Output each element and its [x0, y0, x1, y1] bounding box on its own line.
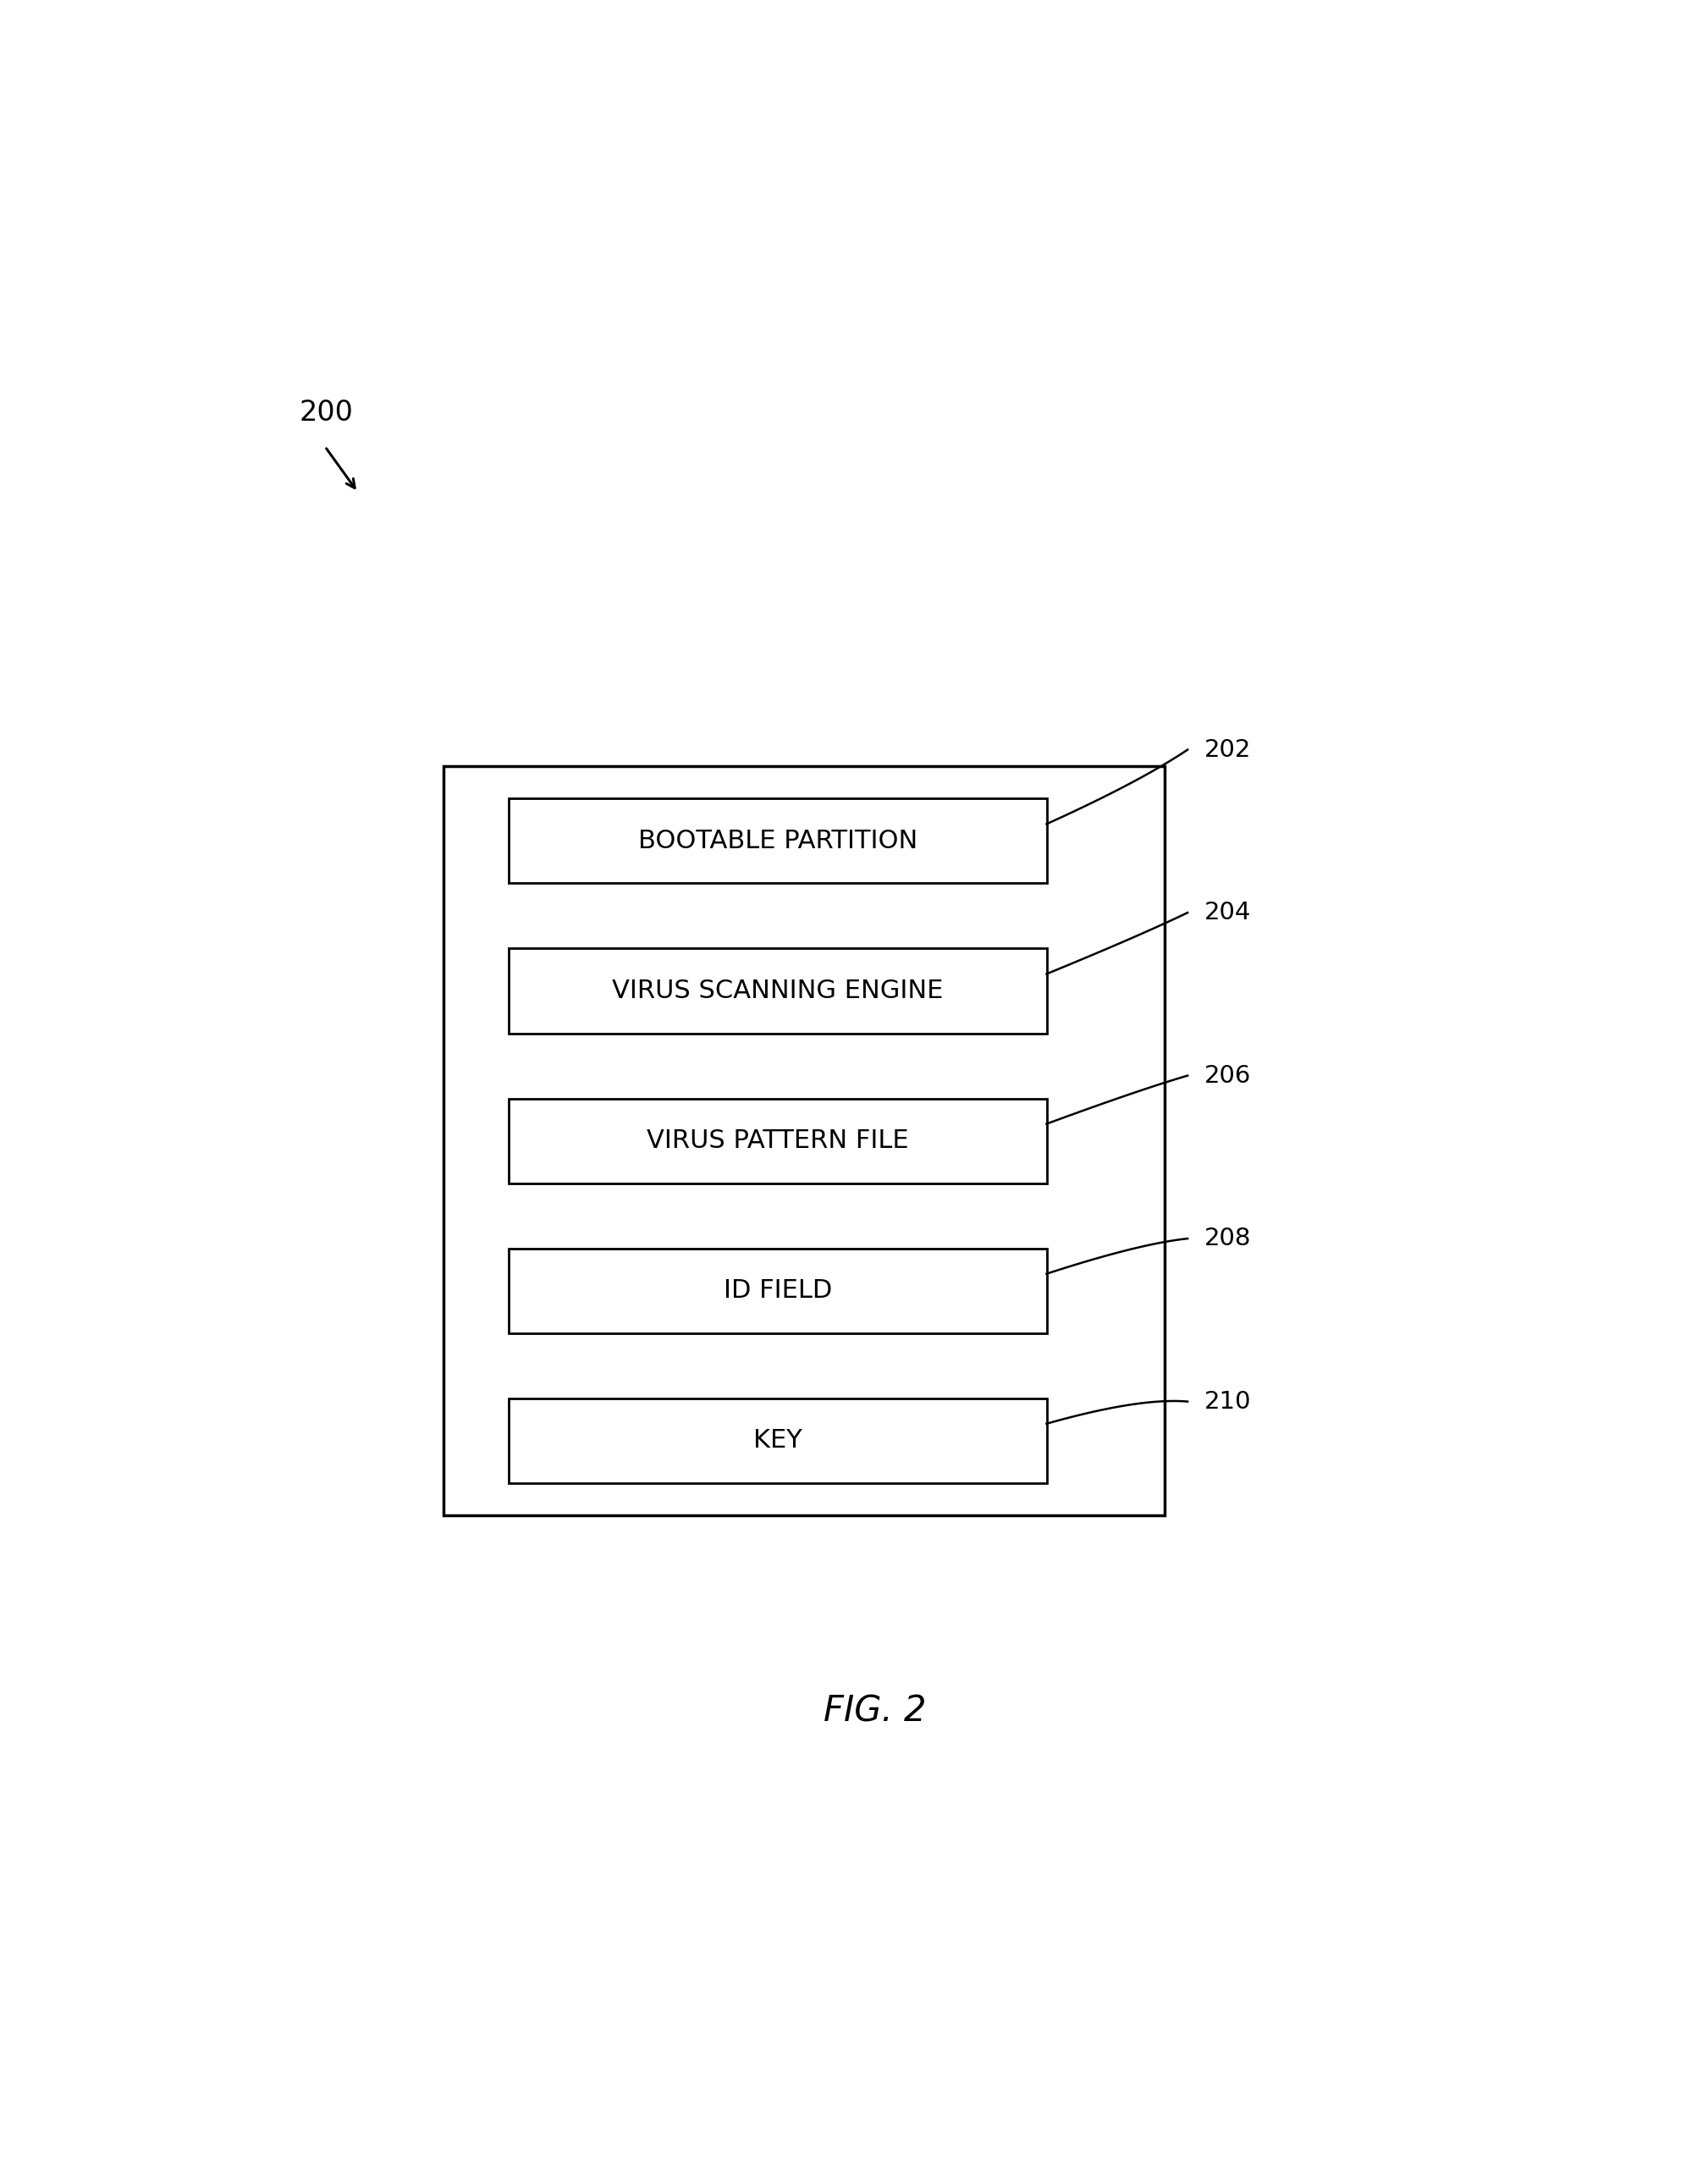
Bar: [442, 767, 1165, 1517]
Text: ID FIELD: ID FIELD: [724, 1279, 832, 1303]
Text: 206: 206: [1204, 1063, 1250, 1087]
Bar: [509, 1249, 1047, 1334]
Text: BOOTABLE PARTITION: BOOTABLE PARTITION: [637, 828, 917, 854]
Bar: [509, 1098, 1047, 1183]
Text: FIG. 2: FIG. 2: [823, 1693, 927, 1728]
Text: VIRUS PATTERN FILE: VIRUS PATTERN FILE: [647, 1129, 909, 1153]
Text: KEY: KEY: [753, 1429, 803, 1453]
Bar: [509, 1399, 1047, 1484]
Text: 208: 208: [1204, 1227, 1250, 1251]
Bar: [509, 798, 1047, 882]
Text: 204: 204: [1204, 900, 1250, 924]
Text: VIRUS SCANNING ENGINE: VIRUS SCANNING ENGINE: [611, 978, 943, 1002]
Text: 200: 200: [299, 399, 354, 427]
Bar: [509, 948, 1047, 1033]
Text: 210: 210: [1204, 1390, 1250, 1414]
Text: 202: 202: [1204, 739, 1250, 760]
